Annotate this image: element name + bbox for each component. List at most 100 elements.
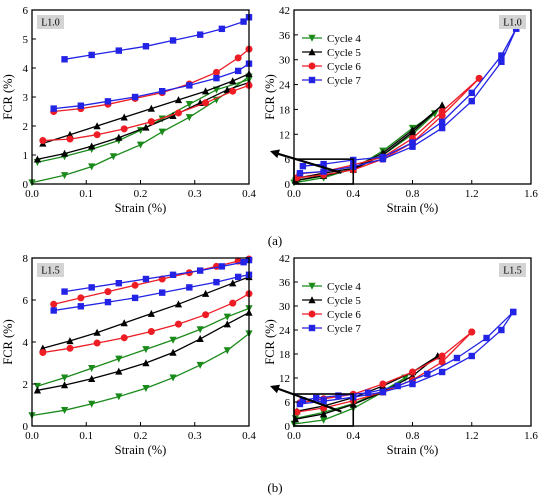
data-point-cycle7: [409, 139, 416, 146]
data-point-cycle4: [169, 336, 177, 344]
x-tick-label: 0.1: [79, 188, 93, 200]
data-point-cycle6: [438, 352, 446, 360]
legend-label-cycle7: Cycle 7: [327, 75, 361, 87]
data-point-cycle7: [186, 82, 193, 89]
data-point-cycle6: [229, 299, 237, 307]
data-point-cycle6: [379, 380, 387, 388]
data-point-cycle7: [320, 398, 327, 405]
chart-a_full: 0.0 0.4 0.8 1.2 1.6 0 6 12 18 24 30 36 42 Strain (%) F…: [263, 5, 538, 215]
chart-b_zoom: 0.0 0.1 0.2 0.3 0.4 0 2 4 6 8 Strain (%) FCR (%) L1.…: [1, 253, 256, 457]
zoom-arrow: [275, 386, 342, 413]
data-point-cycle7: [498, 326, 505, 334]
data-point-cycle7: [131, 93, 139, 101]
legend-label-cycle4: Cycle 4: [327, 33, 361, 45]
data-point-cycle4: [185, 114, 193, 122]
x-tick-label: 0.0: [287, 188, 301, 200]
data-point-cycle5: [142, 123, 150, 131]
zoom-arrow: [275, 152, 342, 174]
data-point-cycle7: [218, 25, 226, 33]
y-tick-label: 6: [285, 397, 291, 409]
data-point-cycle4: [88, 163, 96, 171]
x-tick-label: 0.8: [406, 430, 420, 442]
y-axis-label: FCR (%): [263, 74, 277, 120]
data-point-cycle5: [120, 319, 128, 327]
caption-b: (b): [267, 480, 282, 495]
data-point-cycle4: [60, 172, 69, 180]
caption-a: (a): [268, 233, 282, 248]
series-line-cycle5: [42, 276, 250, 349]
data-point-cycle5: [88, 142, 96, 150]
x-tick-label: 0.2: [134, 430, 148, 442]
x-tick-label: 0.4: [242, 430, 256, 442]
y-tick-label: 24: [279, 80, 291, 92]
panel-badge-label: L1.5: [41, 266, 60, 277]
data-point-cycle6: [409, 368, 416, 376]
x-axis-label: Strain (%): [387, 443, 439, 457]
data-point-cycle4: [158, 128, 166, 136]
data-point-cycle7: [438, 368, 446, 376]
x-axis-label: Strain (%): [387, 201, 439, 215]
x-tick-label: 0.0: [287, 430, 301, 442]
data-point-cycle7: [240, 18, 247, 25]
data-point-cycle5: [169, 348, 177, 356]
data-point-cycle5: [93, 328, 101, 336]
data-point-cycle7: [483, 334, 490, 342]
data-point-cycle7: [320, 160, 327, 168]
y-tick-label: 0: [23, 421, 29, 433]
data-point-cycle7: [234, 273, 242, 281]
data-point-cycle5: [229, 77, 237, 85]
data-point-cycle5: [115, 133, 123, 141]
data-point-cycle5: [120, 113, 128, 121]
y-tick-label: 0: [285, 179, 291, 191]
data-point-cycle4: [88, 400, 96, 408]
data-point-cycle6: [174, 109, 182, 117]
data-point-cycle7: [88, 51, 95, 59]
data-point-cycle5: [60, 381, 69, 389]
y-tick-label: 42: [279, 5, 290, 17]
x-tick-label: 0.4: [346, 188, 360, 200]
data-point-cycle6: [468, 328, 476, 336]
data-point-cycle4: [115, 355, 123, 363]
data-point-cycle7: [364, 389, 372, 396]
data-point-cycle7: [50, 105, 57, 112]
data-point-cycle7: [379, 153, 387, 161]
legend-marker-cycle6: [308, 62, 316, 70]
data-point-cycle6: [202, 311, 210, 319]
legend-marker-cycle4: [308, 282, 316, 290]
chart-a_zoom: 0.0 0.1 0.2 0.3 0.4 0 1 2 3 4 5 6 Strain (%) FCR (%) L…: [1, 5, 256, 215]
data-point-cycle7: [299, 397, 307, 404]
data-point-cycle6: [174, 320, 182, 328]
data-point-cycle7: [50, 307, 57, 314]
panel-badge: [37, 15, 64, 29]
x-tick-label: 1.6: [524, 430, 538, 442]
x-tick-label: 1.2: [465, 188, 479, 200]
data-point-cycle5: [408, 126, 417, 134]
y-tick-label: 6: [23, 295, 29, 307]
data-point-cycle5: [196, 335, 204, 343]
data-point-cycle7: [438, 118, 446, 126]
legend-marker-cycle6: [308, 310, 316, 318]
y-tick-label: 2: [23, 379, 29, 391]
x-tick-label: 1.2: [465, 430, 479, 442]
x-tick-label: 0.4: [242, 188, 256, 200]
series-line-cycle5: [295, 355, 439, 420]
y-tick-label: 30: [279, 301, 291, 313]
x-tick-label: 0.0: [25, 430, 39, 442]
y-tick-label: 3: [23, 92, 29, 104]
data-point-cycle7: [104, 298, 112, 306]
data-point-cycle5: [223, 320, 231, 328]
data-point-cycle7: [498, 58, 505, 65]
legend-marker-cycle7: [308, 76, 316, 84]
data-point-cycle5: [33, 155, 42, 163]
data-point-cycle5: [202, 289, 210, 297]
legend-label-cycle5: Cycle 5: [327, 47, 361, 59]
data-point-cycle7: [424, 370, 431, 378]
data-point-cycle4: [60, 374, 69, 382]
data-point-cycle4: [88, 365, 96, 373]
legend-label-cycle6: Cycle 6: [327, 61, 361, 73]
data-point-cycle4: [196, 361, 204, 369]
data-point-cycle7: [115, 280, 122, 287]
data-point-cycle7: [394, 382, 401, 390]
panel-badge-label: L1.0: [41, 18, 60, 29]
data-point-cycle4: [115, 393, 123, 401]
